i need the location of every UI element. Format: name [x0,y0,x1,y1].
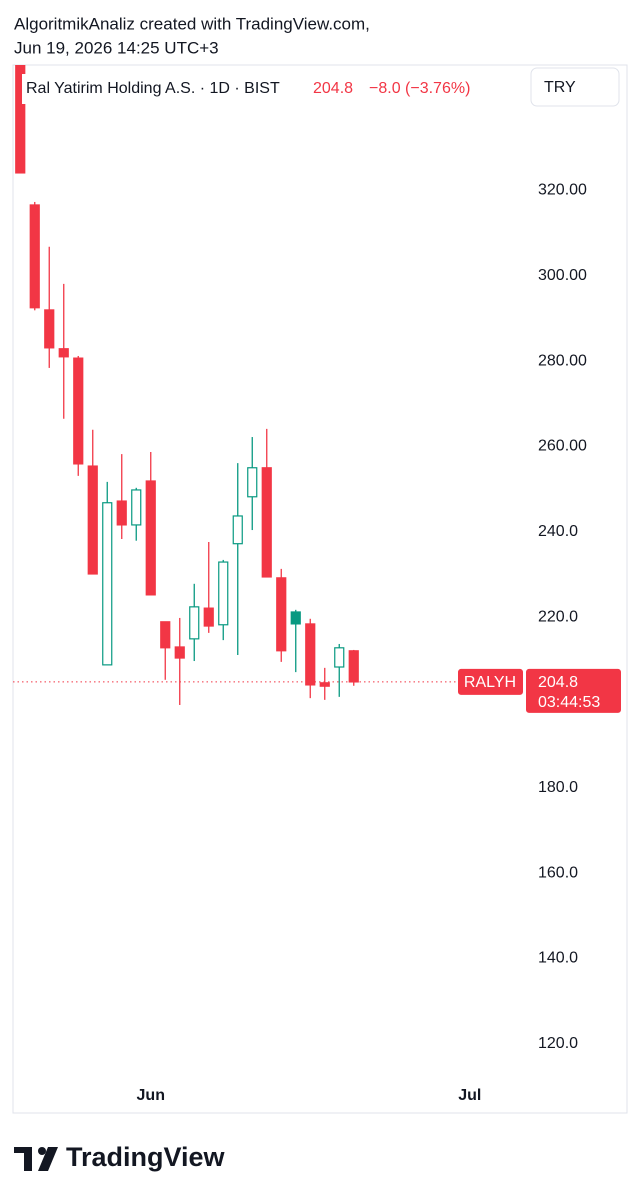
candle-body [247,467,258,498]
countdown-label: 03:44:53 [538,694,600,711]
y-tick-label: 160.0 [538,864,578,881]
x-tick-label: Jul [458,1087,481,1104]
y-tick-label: 240.0 [538,523,578,540]
candle-body [218,561,229,626]
candle-body [203,607,214,627]
y-tick-label: 220.0 [538,608,578,625]
y-tick-label: 320.00 [538,182,587,199]
x-tick-label: Jun [137,1087,165,1104]
header-line: AlgoritmikAnaliz created with TradingVie… [14,14,370,33]
candle-body [334,647,345,668]
candle-body [145,480,156,596]
legend-price: 204.8 [313,80,353,97]
header-line: Jun 19, 2026 14:25 UTC+3 [14,38,219,57]
y-tick-label: 140.0 [538,950,578,967]
candle-body [348,650,359,683]
y-tick-label: 120.0 [538,1035,578,1052]
candle-body [29,204,40,309]
candle-body [116,500,127,526]
candles [15,65,359,705]
ticker-tag [458,668,523,695]
candle-body [290,611,301,625]
y-tick-label: 300.00 [538,267,587,284]
candle-body [44,309,55,349]
candle-body [87,465,98,575]
legend-bg [22,74,492,104]
y-tick-label: 280.00 [538,352,587,369]
candle-body [261,467,272,578]
candle-body [102,502,113,666]
candle-body [58,348,69,358]
legend-symbol: Ral Yatirim Holding A.S. · 1D · BIST [26,80,280,97]
candle-body [232,515,243,545]
ticker-label: RALYH [464,674,516,691]
candle-body [319,682,330,687]
candle-body [174,646,185,659]
candle-body [276,577,287,652]
legend-change: −8.0 (−3.76%) [369,80,470,97]
price-label: 204.8 [538,674,578,691]
candle-body [15,65,26,174]
currency-button[interactable] [530,67,620,107]
candle-body [189,606,200,640]
price-tag [526,668,621,713]
brand: TradingView [66,1142,226,1172]
candle-body [131,489,142,526]
currency-label[interactable]: TRY [544,79,576,96]
candle-body [160,621,171,649]
chart-border [12,64,628,1114]
candle-body [305,623,316,686]
logo [14,1147,58,1171]
y-tick-label: 180.0 [538,779,578,796]
candle-body [73,357,84,465]
y-tick-label: 260.00 [538,438,587,455]
